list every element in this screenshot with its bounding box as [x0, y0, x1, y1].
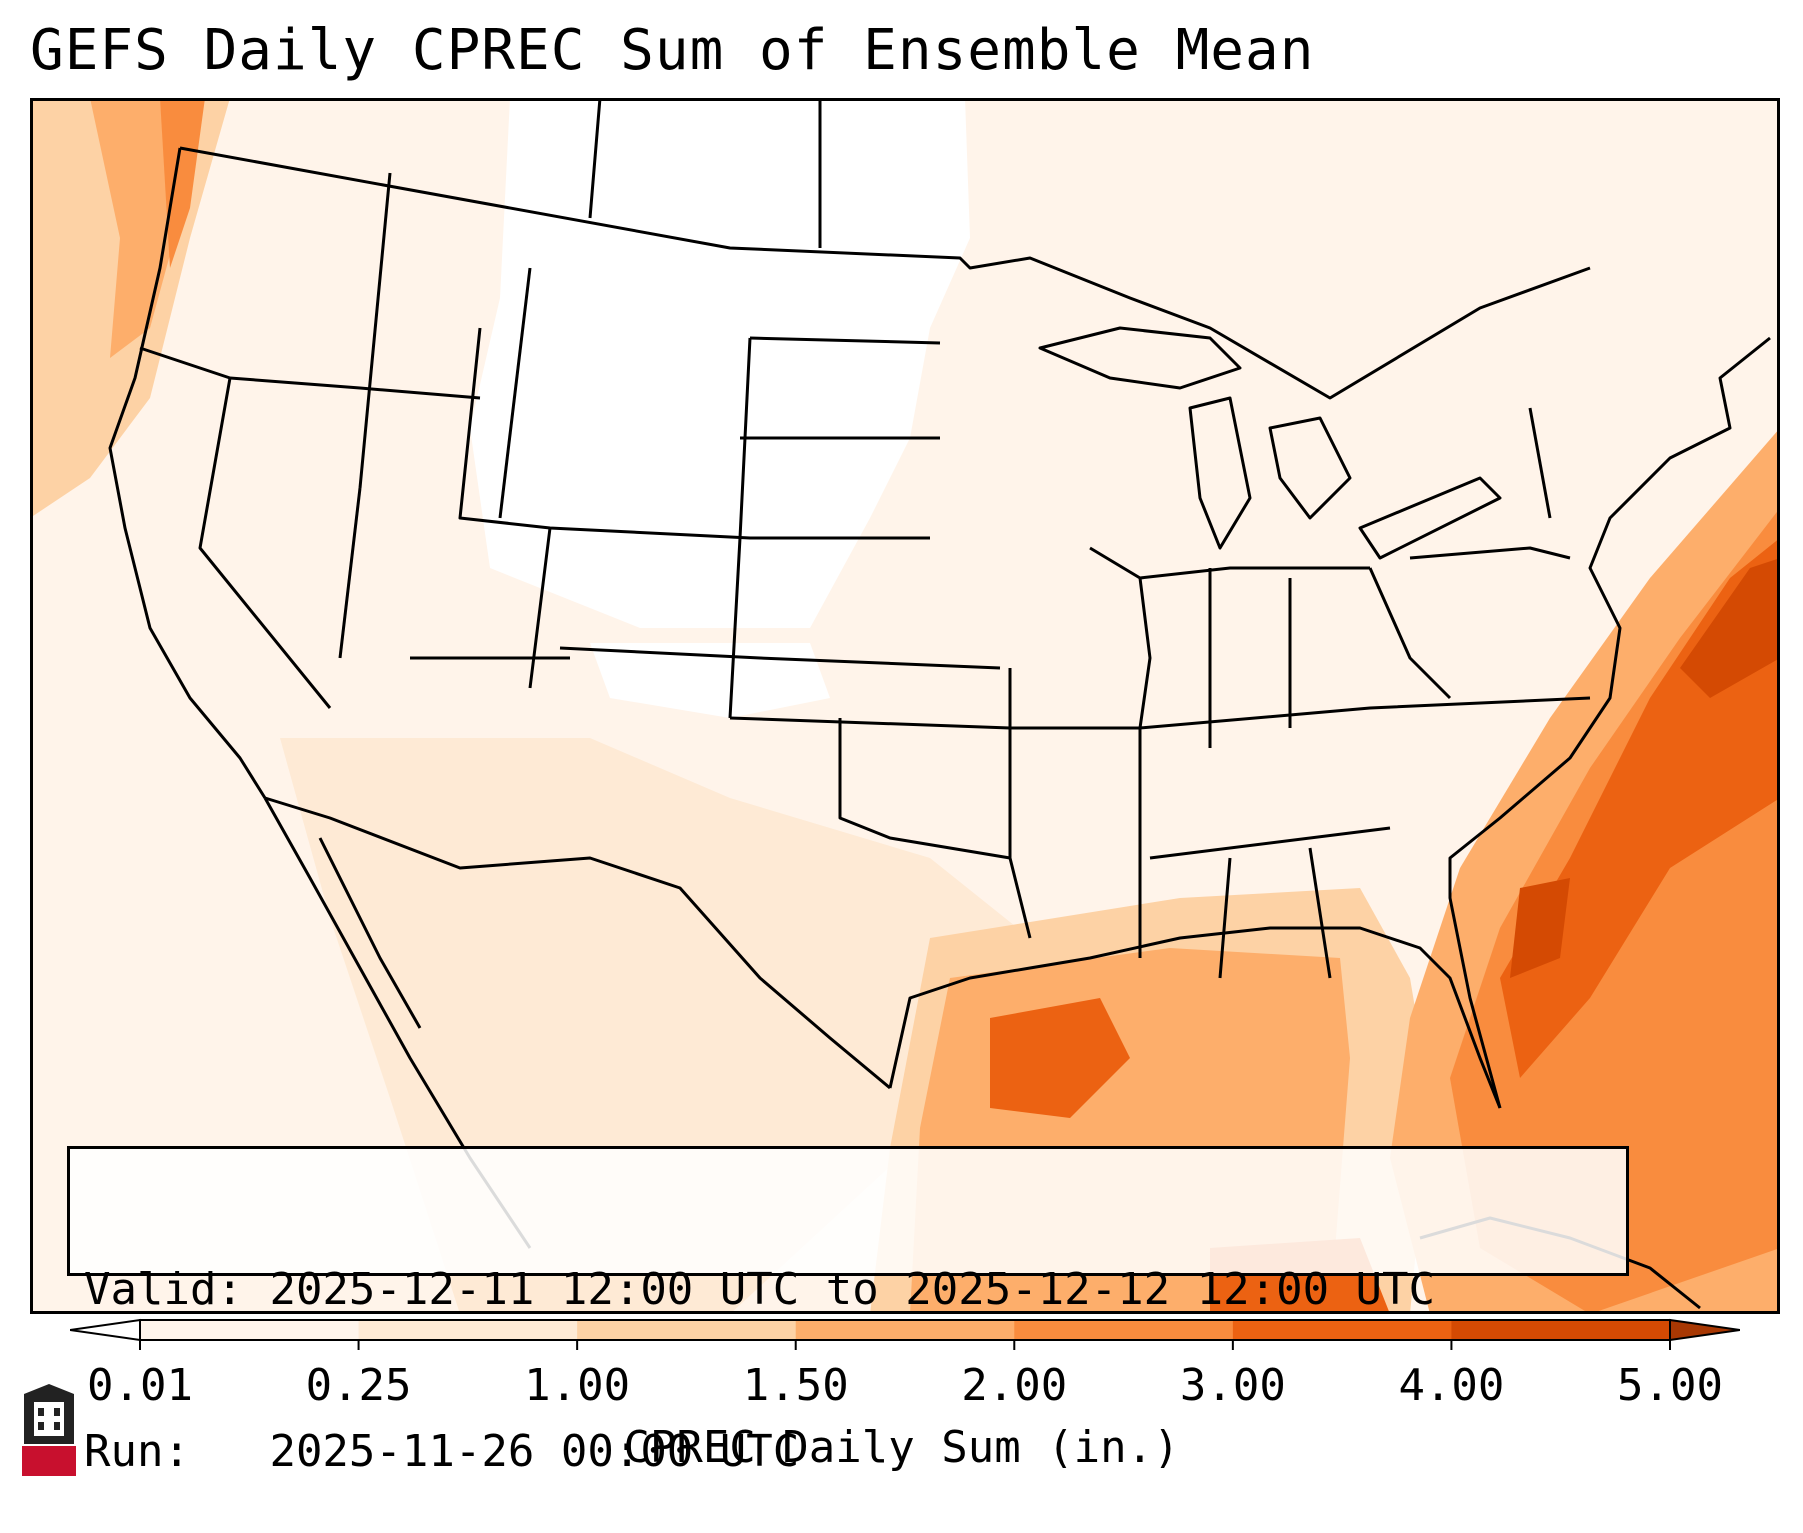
colorbar-segment [140, 1320, 360, 1340]
colorbar-segment [358, 1320, 578, 1340]
map-frame [30, 98, 1780, 1314]
colorbar-tick-label: 1.50 [742, 1360, 849, 1411]
precip-band-atlantic-peak [1680, 558, 1780, 698]
run-label: Run: [84, 1426, 190, 1477]
colorbar-frame [139, 1319, 1671, 1341]
logo-tower-icon [34, 1402, 64, 1436]
colorbar-over-triangle [1669, 1318, 1741, 1342]
colorbar-tick-label: 1.00 [524, 1360, 631, 1411]
precip-band-gulf-core [990, 998, 1130, 1118]
colorbar-tick-label: 5.00 [1617, 1360, 1723, 1411]
colorbar-tick-label: 3.00 [1179, 1360, 1286, 1411]
map-title: GEFS Daily CPREC Sum of Ensemble Mean [30, 18, 1315, 83]
valid-row: Valid: 2025-12-11 12:00 UTC to 2025-12-1… [84, 1263, 1612, 1317]
colorbar-segment [1232, 1320, 1452, 1340]
valid-label: Valid: [84, 1264, 243, 1315]
precip-band-atlantic-peak [1510, 878, 1570, 978]
dry-region [470, 98, 970, 628]
dry-region [590, 643, 830, 718]
valid-range: 2025-12-11 12:00 UTC to 2025-12-12 12:00… [269, 1264, 1436, 1315]
colorbar [69, 1316, 1741, 1476]
colorbar-swatches [69, 1318, 1741, 1350]
colorbar-segment [795, 1320, 1015, 1340]
colorbar-segment [1014, 1320, 1234, 1340]
run-row: Run: 2025-11-26 00:00 UTC [84, 1425, 1612, 1479]
colorbar-under-triangle [69, 1318, 141, 1342]
colorbar-tick-label: 0.25 [305, 1360, 412, 1411]
colorbar-tick-label: 2.00 [961, 1360, 1068, 1411]
colorbar-segment [577, 1320, 797, 1340]
precip-band-pacific-core [160, 98, 205, 268]
valid-run-info-box: Valid: 2025-12-11 12:00 UTC to 2025-12-1… [67, 1146, 1629, 1477]
logo-banner [22, 1446, 76, 1476]
run-time: 2025-11-26 00:00 UTC [269, 1426, 800, 1477]
colorbar-segment [1451, 1320, 1671, 1340]
niu-logo [20, 1384, 78, 1480]
boundary-lines [108, 98, 1771, 1310]
colorbar-tick-label: 4.00 [1398, 1360, 1505, 1411]
colorbar-label: CPREC Daily Sum (in.) [623, 1422, 1180, 1473]
colorbar-tick-label: 0.01 [87, 1360, 193, 1411]
precipitation-map [30, 98, 1780, 1314]
